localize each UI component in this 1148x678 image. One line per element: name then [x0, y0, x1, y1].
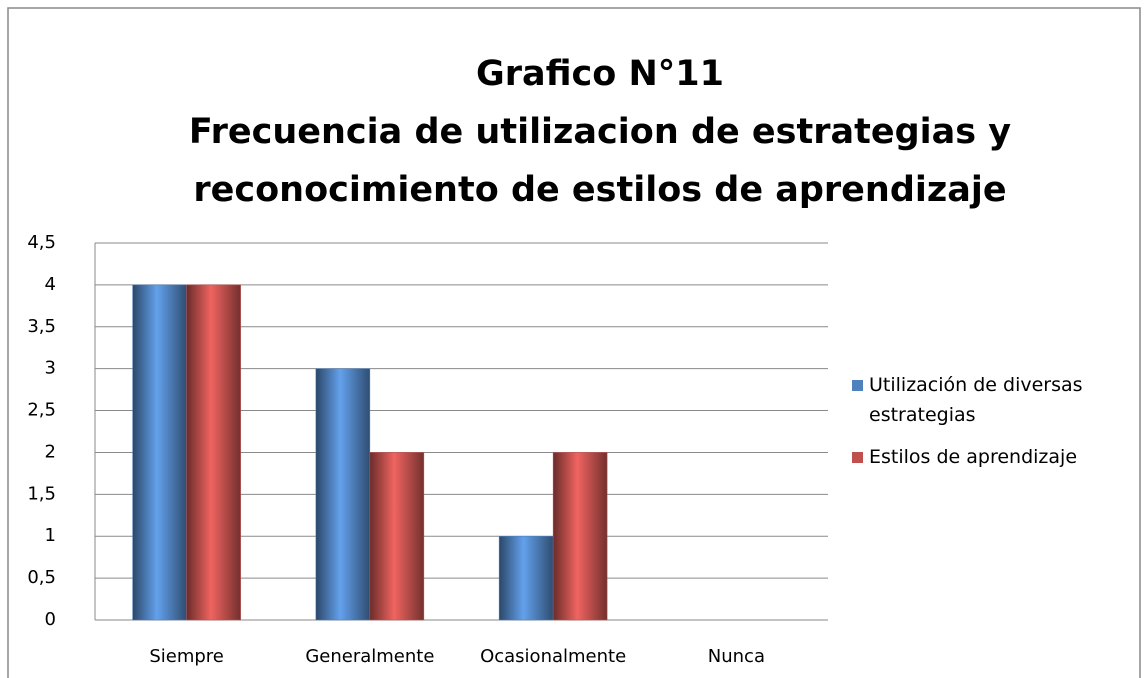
bar	[186, 284, 241, 621]
chart-title: Grafico N°11	[476, 54, 724, 94]
x-tick-label: Nunca	[708, 646, 765, 667]
y-tick-label: 2	[45, 441, 56, 462]
bar	[498, 535, 554, 621]
y-tick-label: 3	[45, 358, 56, 379]
legend-item: Utilización de diversas estrategias	[852, 370, 1142, 430]
legend-label: Utilización de diversas estrategias	[869, 374, 1083, 426]
bar	[552, 452, 608, 621]
legend-item: Estilos de aprendizaje	[852, 442, 1142, 472]
y-tick-label: 2,5	[27, 400, 56, 421]
legend-swatch	[852, 380, 863, 391]
legend-swatch	[852, 452, 863, 463]
y-tick-label: 3,5	[27, 316, 56, 337]
bar	[315, 368, 371, 621]
chart-frame	[7, 7, 1141, 678]
y-tick-label: 0	[45, 609, 56, 630]
y-tick-label: 0,5	[27, 567, 56, 588]
x-tick-label: Ocasionalmente	[480, 646, 626, 667]
x-tick-label: Generalmente	[305, 646, 434, 667]
y-tick-label: 4	[45, 274, 56, 295]
y-tick-label: 1	[45, 525, 56, 546]
y-tick-label: 4,5	[27, 232, 56, 253]
chart-title: reconocimiento de estilos de aprendizaje	[193, 170, 1006, 210]
legend-label: Estilos de aprendizaje	[869, 446, 1078, 468]
bar	[369, 452, 425, 621]
legend: Utilización de diversas estrategias Estil…	[852, 370, 1142, 484]
bar	[132, 284, 187, 621]
chart-title: Frecuencia de utilizacion de estrategias…	[189, 112, 1011, 152]
x-tick-label: Siempre	[149, 646, 224, 667]
y-tick-label: 1,5	[27, 483, 56, 504]
